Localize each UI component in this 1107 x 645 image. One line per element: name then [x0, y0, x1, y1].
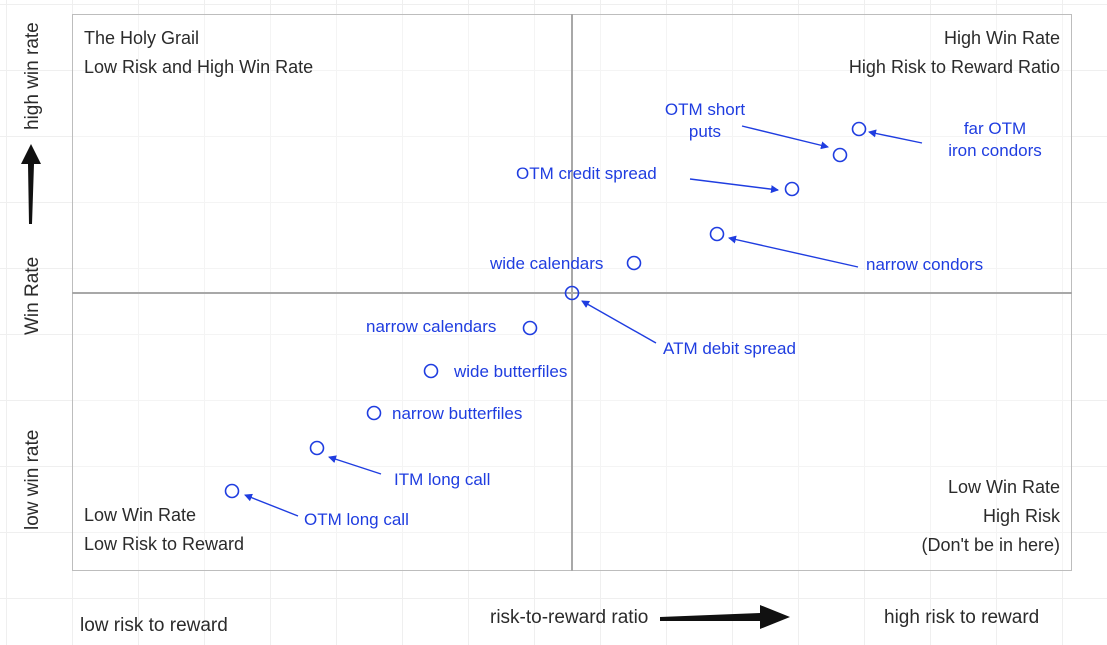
label-narrow-condors: narrow condors: [866, 255, 984, 274]
quadrant-bottom-right-caption: Low Win Rate High Risk (Don't be in here…: [921, 473, 1060, 560]
label-far-otm-iron-condors: far OTM iron condors: [930, 118, 1060, 162]
label-wide-butterfiles: wide butterfiles: [454, 362, 568, 381]
x-axis-arrow: [660, 605, 790, 629]
arrow-atm-debit-spread: [581, 300, 657, 344]
arrow-narrow-condors: [728, 235, 859, 268]
marker-otm-credit-spread: [784, 181, 800, 197]
marker-otm-short-puts: [832, 147, 848, 163]
quadrant-bottom-left-subtitle: Low Risk to Reward: [84, 534, 245, 554]
quadrant-top-right-title: High Win Rate: [943, 28, 1060, 48]
arrow-otm-credit-spread: [689, 178, 779, 194]
arrow-far-otm-iron-condors: [868, 129, 923, 144]
quadrant-top-left-subtitle: Low Risk and High Win Rate: [84, 57, 314, 77]
x-axis-low-label: low risk to reward: [80, 615, 228, 636]
arrow-itm-long-call: [328, 455, 382, 475]
label-otm-short-puts: OTM short puts: [656, 99, 754, 143]
marker-narrow-condors: [709, 226, 725, 242]
quadrant-top-right-subtitle: High Risk to Reward Ratio: [848, 57, 1060, 77]
arrow-otm-short-puts: [741, 125, 829, 150]
marker-otm-long-call: [224, 483, 240, 499]
quadrant-bottom-right-title: Low Win Rate: [947, 477, 1060, 497]
quadrant-top-left-title: The Holy Grail: [84, 28, 200, 48]
label-wide-calendars: wide calendars: [490, 254, 604, 273]
label-far-otm-iron-condors-line2: iron condors: [948, 141, 1042, 160]
marker-atm-debit-spread: [564, 285, 580, 301]
marker-narrow-butterfiles: [366, 405, 382, 421]
label-otm-short-puts-line2: puts: [688, 122, 722, 141]
quadrant-bottom-left-title: Low Win Rate: [84, 505, 197, 525]
label-far-otm-iron-condors-line1: far OTM: [963, 119, 1027, 138]
quadrant-bottom-right-warning: (Don't be in here): [921, 535, 1060, 555]
quadrant-bottom-left-caption: Low Win Rate Low Risk to Reward: [84, 501, 244, 559]
marker-narrow-calendars: [522, 320, 538, 336]
marker-far-otm-iron-condors: [851, 121, 867, 137]
x-axis-title: risk-to-reward ratio: [490, 607, 649, 628]
label-otm-credit-spread: OTM credit spread: [516, 164, 657, 183]
label-atm-debit-spread: ATM debit spread: [663, 339, 796, 358]
marker-wide-calendars: [626, 255, 642, 271]
x-axis-high-label: high risk to reward: [884, 607, 1040, 628]
label-narrow-butterfiles: narrow butterfiles: [392, 404, 523, 423]
y-axis-arrow: [21, 144, 41, 224]
label-otm-short-puts-line1: OTM short: [664, 100, 746, 119]
arrow-otm-long-call: [244, 493, 299, 517]
horizontal-divider: [72, 292, 1072, 294]
quadrant-top-right-caption: High Win Rate High Risk to Reward Ratio: [849, 24, 1060, 82]
marker-itm-long-call: [309, 440, 325, 456]
quadrant-top-left-caption: The Holy Grail Low Risk and High Win Rat…: [84, 24, 313, 82]
quadrant-bottom-right-subtitle: High Risk: [982, 506, 1060, 526]
marker-wide-butterfiles: [423, 363, 439, 379]
label-otm-long-call: OTM long call: [304, 510, 409, 529]
label-narrow-calendars: narrow calendars: [366, 317, 497, 336]
label-itm-long-call: ITM long call: [394, 470, 491, 489]
